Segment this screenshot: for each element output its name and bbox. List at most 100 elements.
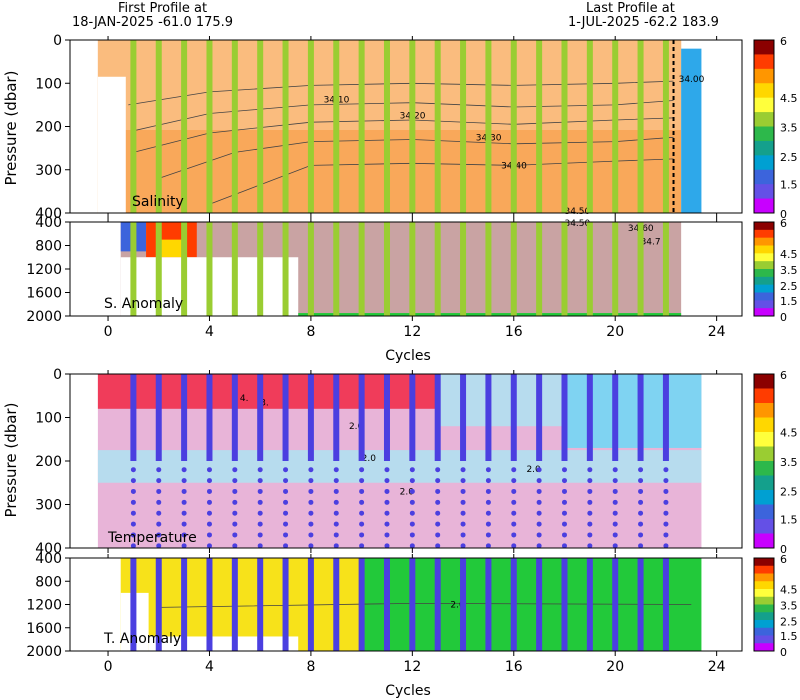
temperature-sample-dot — [333, 488, 339, 494]
salinity-profile-marker — [181, 40, 188, 213]
temperature-sample-dot — [587, 543, 593, 549]
contour-label: 2.0 — [450, 601, 465, 611]
temperature-sample-dot — [561, 478, 567, 484]
temperature-sample-dot — [283, 532, 289, 538]
temperature-sample-dot — [409, 543, 415, 549]
t-anomaly-profile-marker — [307, 558, 314, 651]
colorbar-swatch — [754, 533, 774, 549]
x-axis-label-top: Cycles — [385, 348, 431, 364]
temperature-sample-dot — [536, 543, 542, 549]
temperature-sample-dot — [612, 467, 618, 473]
salinity-profile-marker — [409, 40, 416, 213]
t-anomaly-profile-marker — [257, 558, 264, 651]
colorbar-swatch — [754, 269, 774, 278]
temperature-sample-dot — [435, 478, 441, 484]
colorbar-frame — [753, 373, 775, 549]
y-tick-label: 200 — [35, 454, 62, 470]
anomaly-profile-marker — [181, 222, 188, 316]
salinity-profile-marker — [333, 40, 340, 213]
colorbar-swatch — [754, 140, 774, 156]
temperature-sample-dot — [283, 510, 289, 516]
temperature-sample-dot — [130, 532, 136, 538]
x-tick-label: 8 — [306, 324, 315, 340]
temperature-profile-marker — [662, 374, 669, 461]
temperature-sample-dot — [561, 543, 567, 549]
temperature-sample-dot — [587, 488, 593, 494]
temperature-sample-dot — [511, 510, 517, 516]
contour-label: 4. — [240, 394, 249, 404]
colorbar-swatch — [754, 83, 774, 99]
colorbar-swatch — [754, 388, 774, 404]
temperature-sample-dot — [638, 467, 644, 473]
colorbar-swatch — [754, 54, 774, 70]
anomaly-profile-marker — [358, 222, 365, 316]
temperature-sample-dot — [663, 478, 669, 484]
colorbar-label: 0 — [780, 543, 787, 556]
temperature-cold-layer — [97, 450, 702, 483]
t-anomaly-profile-marker — [130, 558, 137, 651]
colorbar-swatch — [754, 198, 774, 214]
temperature-sample-dot — [181, 543, 187, 549]
y-tick-label: 300 — [35, 498, 62, 514]
temperature-sample-dot — [638, 532, 644, 538]
salinity-profile-marker — [231, 40, 238, 213]
anomaly-profile-marker — [333, 222, 340, 316]
anomaly-profile-marker — [662, 222, 669, 316]
temperature-profile-marker — [536, 374, 543, 461]
colorbar-label: 4.5 — [780, 248, 798, 261]
y-axis-label-bottom: Pressure (dbar) — [2, 403, 20, 518]
temperature-profile-marker — [181, 374, 188, 461]
temperature-sample-dot — [359, 521, 365, 527]
temperature-sample-dot — [206, 510, 212, 516]
colorbar-swatch — [754, 284, 774, 293]
anomaly-profile-marker — [612, 222, 619, 316]
colorbar-swatch — [754, 184, 774, 200]
colorbar-label: 3.5 — [780, 122, 798, 135]
temperature-sample-dot — [156, 532, 162, 538]
temperature-profile-marker — [155, 374, 162, 461]
y-tick-label: 400 — [35, 551, 62, 567]
temperature-sample-dot — [308, 543, 314, 549]
x-tick-label: 12 — [403, 324, 421, 340]
colorbar-swatch — [754, 627, 774, 636]
temperature-sample-dot — [384, 499, 390, 505]
first-profile-value: 18-JAN-2025 -61.0 175.9 — [72, 15, 233, 30]
salinity-profile-marker — [434, 40, 441, 213]
temperature-sample-dot — [638, 499, 644, 505]
colorbar-swatch — [754, 374, 774, 389]
temperature-sample-dot — [181, 521, 187, 527]
temperature-sample-dot — [206, 467, 212, 473]
t-anomaly-profile-marker — [231, 558, 238, 651]
salinity-profile-marker — [637, 40, 644, 213]
salinity-profile-marker — [510, 40, 517, 213]
colorbar-label: 4.5 — [780, 92, 798, 105]
anomaly-profile-marker — [155, 222, 162, 316]
salinity-profile-marker — [612, 40, 619, 213]
temperature-sample-dot — [536, 521, 542, 527]
temperature-sample-dot — [206, 488, 212, 494]
contour-label: 34.50 — [564, 207, 590, 217]
last-profile-label: Last Profile at — [586, 1, 675, 16]
temperature-sample-dot — [257, 467, 263, 473]
temperature-sample-dot — [156, 510, 162, 516]
t-anomaly-profile-marker — [662, 558, 669, 651]
salinity-profile-marker — [662, 40, 669, 213]
y-tick-label: 1200 — [26, 598, 62, 614]
colorbar-swatch — [754, 229, 774, 239]
temperature-sample-dot — [156, 543, 162, 549]
t-anomaly-profile-marker — [181, 558, 188, 651]
temperature-sample-dot — [359, 499, 365, 505]
temperature-sample-dot — [638, 521, 644, 527]
temperature-sample-dot — [130, 467, 136, 473]
y-tick-label: 400 — [35, 541, 62, 557]
temperature-sample-dot — [206, 499, 212, 505]
colorbar-label: 1.5 — [780, 179, 798, 192]
temperature-profile-marker — [586, 374, 593, 461]
x-tick-label: 12 — [403, 659, 421, 675]
colorbar-swatch — [754, 490, 774, 505]
colorbar-swatch — [754, 253, 774, 262]
temperature-warm-layer — [97, 374, 438, 409]
temperature-sample-dot — [232, 510, 238, 516]
colorbar-swatch — [754, 261, 774, 270]
temperature-sample-dot — [511, 467, 517, 473]
